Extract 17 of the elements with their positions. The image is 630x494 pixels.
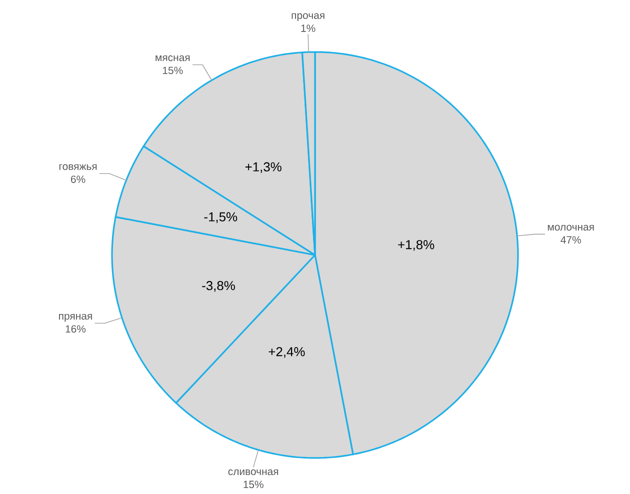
data-label: 1%	[301, 24, 316, 32]
text: +1,3%	[245, 162, 282, 173]
data-label: 15%	[244, 480, 264, 488]
data-label: 6%	[70, 176, 86, 183]
slice-label: пряная	[59, 314, 92, 322]
slice-label: мясная	[156, 55, 190, 62]
slice-label: молочная	[548, 224, 594, 231]
text: -3,8%	[202, 281, 235, 292]
text: +2,4%	[268, 347, 305, 358]
slice-label: сливочная	[228, 469, 278, 476]
slice-label: прочая	[292, 13, 324, 22]
data-label: 47%	[560, 236, 581, 244]
text: +1,8%	[398, 240, 434, 251]
text: -1,5%	[204, 212, 238, 223]
slice-label: говяжья	[59, 164, 97, 170]
data-label: 16%	[66, 325, 86, 333]
data-label: 15%	[162, 66, 183, 74]
